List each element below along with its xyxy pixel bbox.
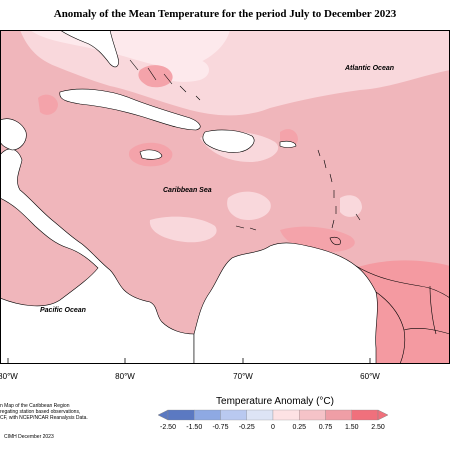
longitude-label-70w: 70°W <box>233 372 253 381</box>
copyright: CIMH December 2023 <box>4 434 54 440</box>
label-caribbean: Caribbean Sea <box>163 187 212 194</box>
light-anomaly-barbados <box>340 195 362 217</box>
legend-tick-label: -1.50 <box>186 424 202 431</box>
longitude-label-60w: 60°W <box>360 372 380 381</box>
legend-end-high <box>377 409 389 421</box>
land-central-america <box>0 148 195 365</box>
land-bahamas <box>129 59 201 101</box>
legend-tick-label: 0.75 <box>319 424 333 431</box>
land-yucatan <box>0 118 27 151</box>
label-pacific: Pacific Ocean <box>40 307 86 314</box>
footnote: n Map of the Caribbean Region regating s… <box>0 403 100 421</box>
map-frame: Atlantic Ocean Caribbean Sea Pacific Oce… <box>0 29 450 365</box>
map-title: Anomaly of the Mean Temperature for the … <box>53 8 397 20</box>
anomaly-map: Atlantic Ocean Caribbean Sea Pacific Oce… <box>0 29 450 365</box>
legend-swatch <box>351 409 379 421</box>
legend-swatch <box>220 409 247 421</box>
legend-tick-label: -0.25 <box>239 424 255 431</box>
legend-swatch <box>194 409 221 421</box>
legend-swatch <box>246 409 274 421</box>
land-florida <box>59 29 119 68</box>
longitude-label-left: 80°W <box>0 372 18 381</box>
legend-swatch <box>299 409 326 421</box>
legend-tick-label: -0.75 <box>213 424 229 431</box>
strong-anomaly-yucatan <box>38 94 58 115</box>
legend-swatch <box>325 409 352 421</box>
legend-end-low <box>157 409 169 421</box>
legend-tick-label: -2.50 <box>160 424 176 431</box>
land-hispaniola <box>202 129 255 153</box>
label-atlantic: Atlantic Ocean <box>344 65 394 72</box>
land-jamaica <box>139 149 163 160</box>
footnote-line-1: n Map of the Caribbean Region <box>0 403 70 409</box>
legend-swatch <box>167 409 195 421</box>
legend-tick-label: 0.25 <box>292 424 306 431</box>
longitude-label-80w: 80°W <box>115 372 135 381</box>
land-cuba <box>59 88 201 131</box>
footnote-line-3: CF, with NCEP/NCAR Reanalysis Data. <box>0 415 88 421</box>
land-abc-islands <box>235 225 341 246</box>
land-lesser-antilles <box>317 149 361 229</box>
legend-tick-label: 0 <box>271 424 275 431</box>
land-guianas <box>355 265 450 365</box>
light-anomaly-central-carib <box>227 191 271 220</box>
footnote-line-2: regating station based observations, <box>0 409 81 415</box>
land-puerto-rico <box>279 140 297 148</box>
legend-swatch <box>272 409 300 421</box>
legend-tick-label: 2.50 <box>371 424 385 431</box>
legend-title: Temperature Anomaly (°C) <box>216 396 334 407</box>
strong-anomaly-cuba <box>138 65 173 88</box>
light-anomaly-caribbean-south <box>149 216 217 243</box>
legend-tick-label: 1.50 <box>345 424 359 431</box>
